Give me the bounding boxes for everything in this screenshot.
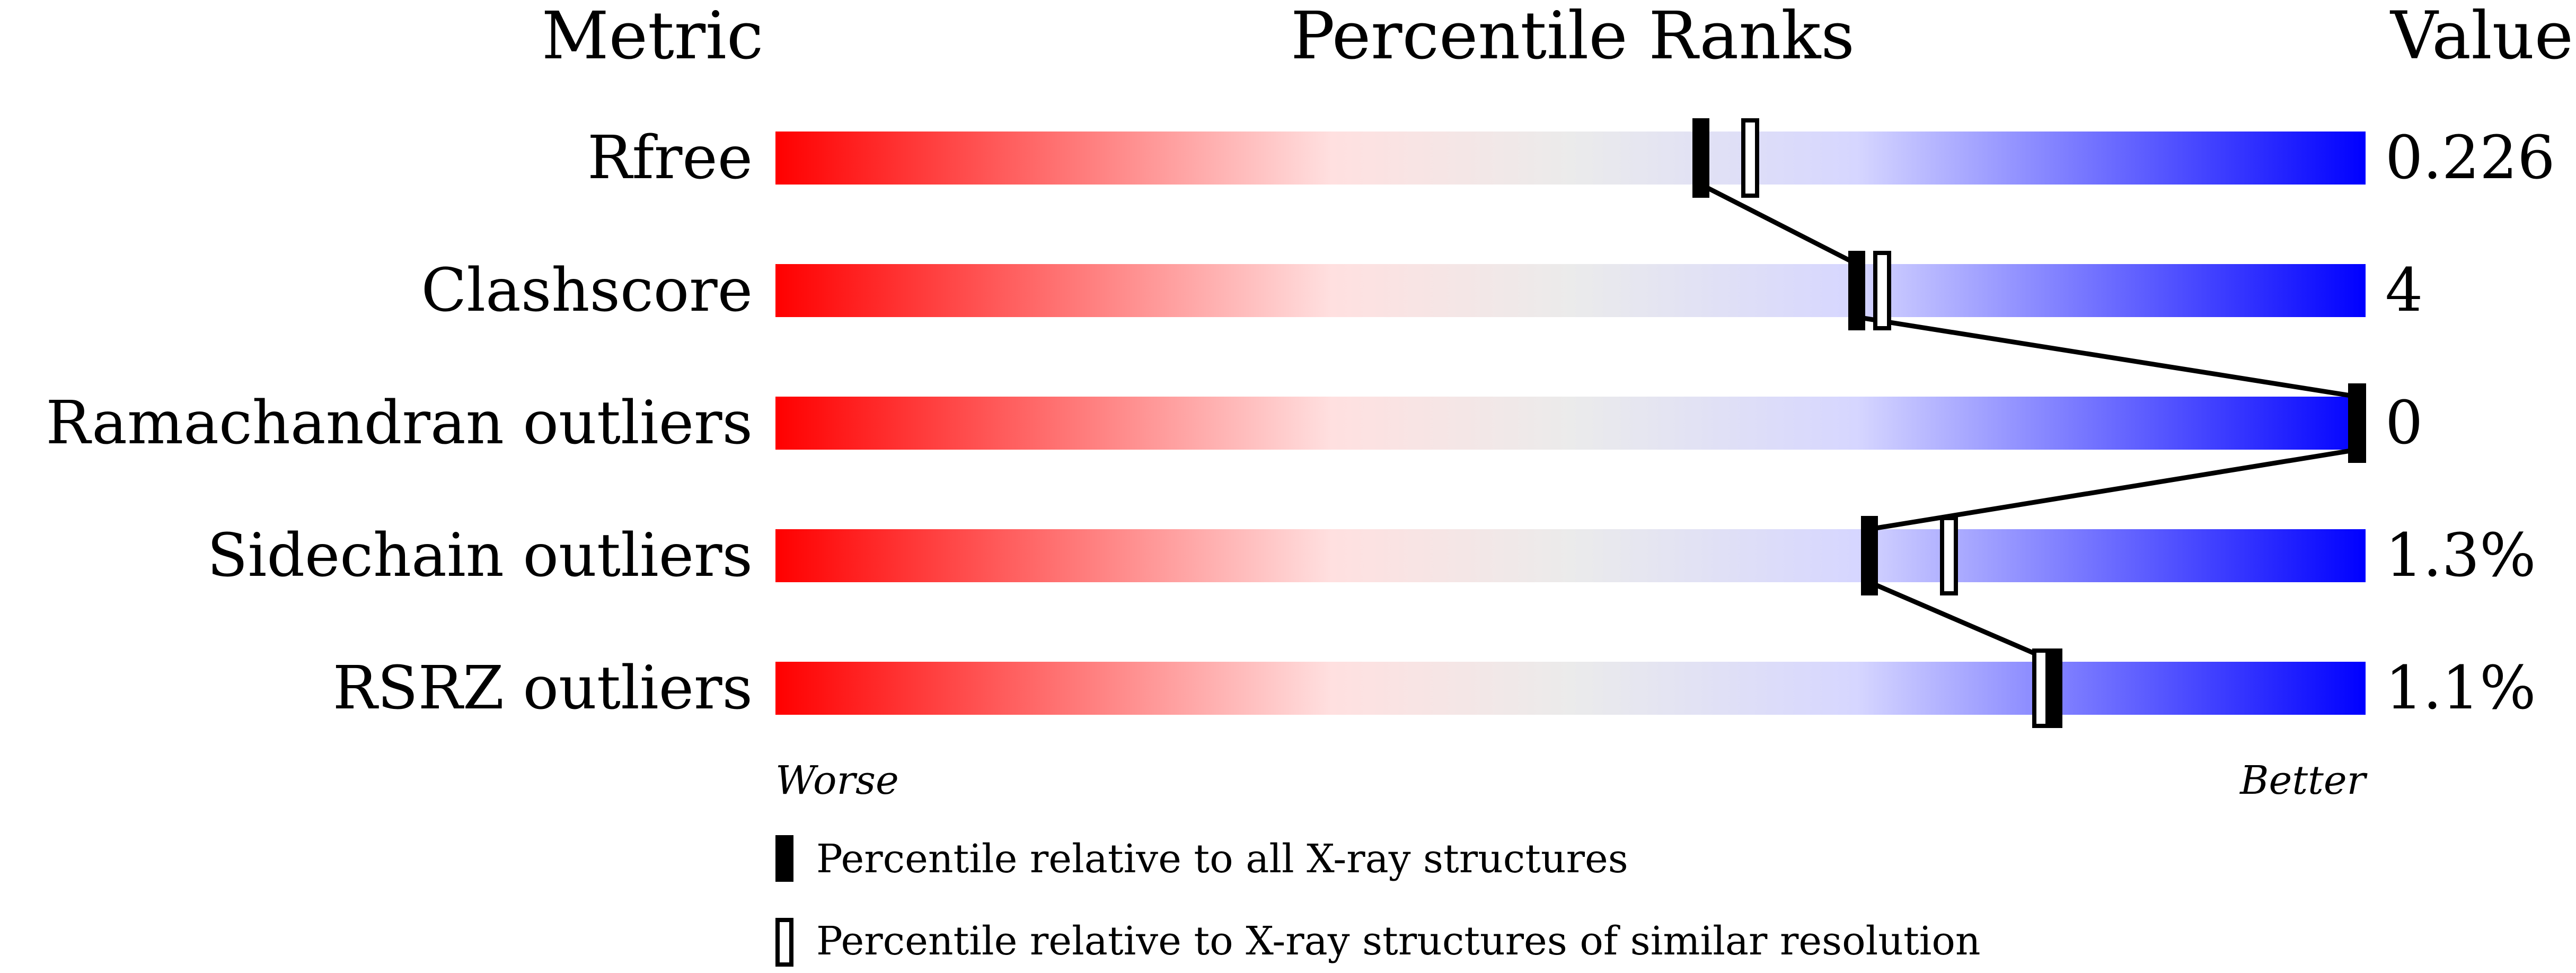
similar-resolution-marker (1940, 516, 1958, 595)
metric-value: 1.1% (2385, 654, 2536, 723)
legend-all-label: Percentile relative to all X-ray structu… (816, 836, 1628, 882)
all-structures-marker (2349, 383, 2366, 463)
all-structures-marker (1848, 251, 1865, 330)
header-value: Value (2389, 0, 2573, 74)
legend-similar-label: Percentile relative to X-ray structures … (816, 918, 1981, 964)
axis-worse-label: Worse (775, 758, 899, 803)
percentile-bar (775, 132, 2366, 185)
connector-line (1699, 182, 1858, 267)
similar-resolution-marker (1873, 251, 1891, 330)
connector-line (1856, 314, 2358, 399)
percentile-bar (775, 662, 2366, 715)
legend-filled-marker (775, 835, 793, 882)
metric-label: Rfree (587, 124, 753, 192)
axis-better-label: Better (2239, 758, 2368, 803)
legend-open-marker (775, 918, 793, 967)
all-structures-marker (1861, 516, 1878, 595)
metric-value: 4 (2385, 256, 2423, 325)
metric-label: Ramachandran outliers (46, 389, 753, 458)
metric-value: 0.226 (2385, 124, 2555, 192)
metric-value: 1.3% (2385, 521, 2536, 590)
all-structures-marker (1692, 118, 1709, 198)
percentile-bar (775, 397, 2366, 450)
similar-resolution-marker (1741, 118, 1759, 198)
metric-value: 0 (2385, 389, 2423, 458)
percentile-bar (775, 529, 2366, 582)
all-structures-marker (2045, 648, 2062, 728)
metric-label: RSRZ outliers (333, 654, 753, 723)
metric-label: Clashscore (421, 256, 753, 325)
header-percentile-ranks: Percentile Ranks (1291, 0, 1855, 74)
header-metric: Metric (542, 0, 764, 74)
connector-line (1868, 580, 2055, 664)
metric-label: Sidechain outliers (207, 521, 753, 590)
percentile-bar (775, 264, 2366, 317)
